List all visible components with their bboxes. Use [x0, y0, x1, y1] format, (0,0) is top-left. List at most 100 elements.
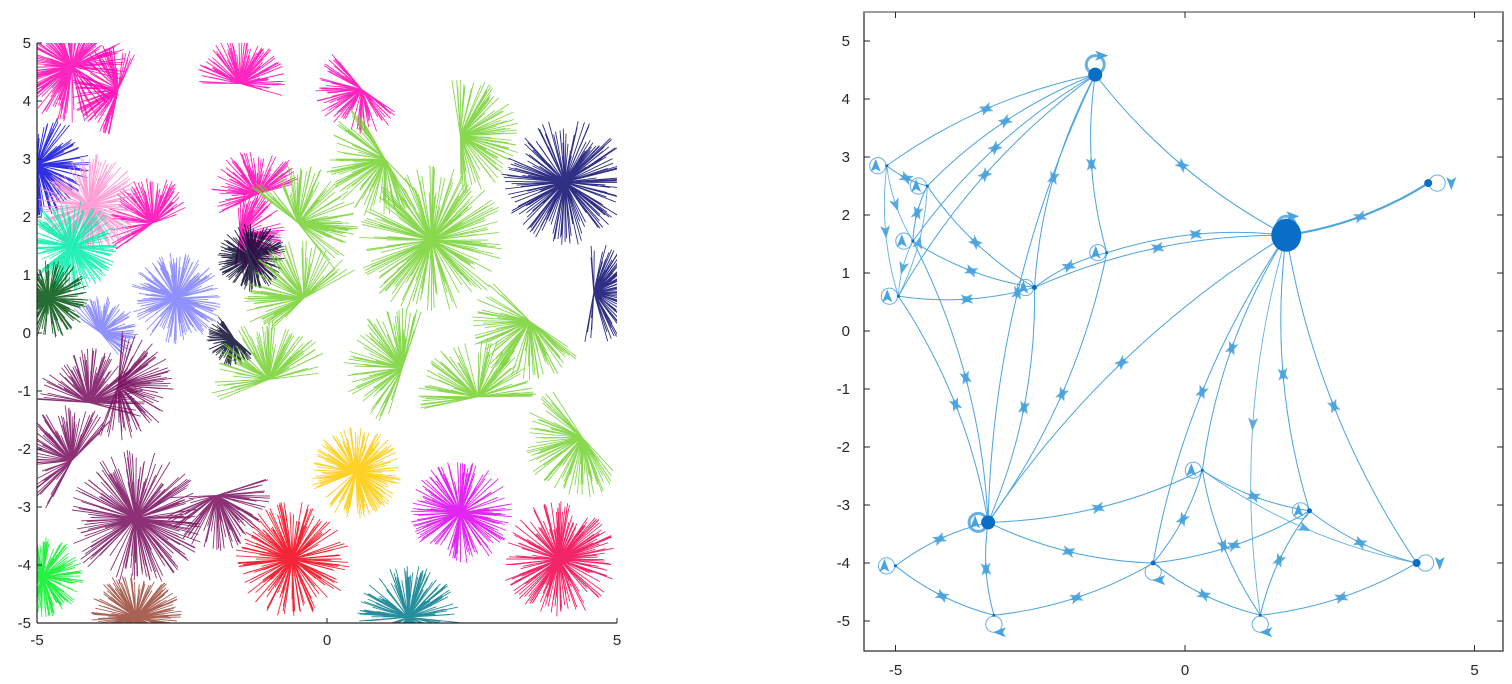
- cluster-star: [37, 200, 118, 292]
- arrowhead-icon: [1020, 400, 1031, 415]
- y-tick-label: -5: [837, 613, 850, 630]
- graph-node: [885, 164, 889, 168]
- graph-node: [1271, 218, 1302, 252]
- y-tick-label: -4: [837, 555, 850, 572]
- arrowhead-icon: [1247, 493, 1262, 504]
- arrowhead-icon: [987, 143, 1001, 156]
- cluster-star: [211, 320, 324, 401]
- arrowhead-icon: [1186, 463, 1197, 477]
- graph-edge: [1260, 562, 1417, 616]
- arrowhead-icon: [1069, 591, 1084, 601]
- graph-node: [1258, 613, 1262, 617]
- cluster-star: [418, 338, 536, 409]
- arrowhead-icon: [880, 225, 891, 239]
- arrowhead-icon: [931, 536, 946, 547]
- y-tick-label: 2: [23, 209, 31, 226]
- cluster-star: [451, 79, 518, 193]
- graph-edge: [987, 74, 1096, 523]
- graph-edge: [1202, 469, 1310, 512]
- graph-node: [1306, 508, 1312, 514]
- graph-edge: [1260, 562, 1417, 616]
- cluster-star: [37, 260, 89, 338]
- arrowhead-icon: [977, 169, 990, 183]
- arrowhead-icon: [1113, 357, 1127, 371]
- graph-edge: [993, 562, 1154, 616]
- y-tick-label: -3: [18, 499, 31, 516]
- graph-node: [992, 613, 996, 617]
- graph-edge: [898, 295, 989, 523]
- cluster-star: [584, 244, 617, 342]
- arrowhead-icon: [911, 179, 922, 192]
- y-tick-label: -3: [837, 497, 850, 514]
- graph-edge: [987, 521, 1154, 564]
- cluster-star: [326, 108, 417, 216]
- arrowhead-icon: [1446, 177, 1457, 191]
- graph-edge: [1202, 469, 1310, 512]
- cluster-star: [73, 296, 138, 359]
- graph-edge: [1152, 235, 1287, 564]
- y-tick-label: -5: [18, 615, 31, 632]
- graph-edge: [987, 252, 1108, 523]
- cluster-star: [91, 573, 182, 623]
- graph-node: [894, 564, 897, 568]
- arrowhead-icon: [899, 174, 914, 186]
- arrowhead-icon: [1091, 501, 1106, 512]
- graph-edge: [988, 469, 1203, 523]
- arrowhead-icon: [882, 289, 893, 303]
- cluster-star: [37, 405, 111, 509]
- graph-edge: [1094, 74, 1287, 236]
- x-tick-label: 0: [1181, 662, 1189, 679]
- graph-edge: [1286, 182, 1429, 237]
- arrowhead-icon: [1220, 539, 1231, 554]
- graph-edge: [1153, 510, 1310, 564]
- cluster-star: [235, 502, 350, 616]
- cluster-star: [71, 450, 201, 584]
- arrowhead-icon: [1259, 627, 1273, 638]
- arrowhead-icon: [1150, 244, 1165, 254]
- arrowhead-icon: [1272, 553, 1283, 568]
- arrowhead-icon: [1197, 591, 1212, 603]
- arrowhead-icon: [1286, 211, 1300, 222]
- cluster-star: [357, 566, 459, 623]
- arrowhead-icon: [997, 117, 1012, 129]
- graph-edge: [912, 74, 1096, 242]
- cluster-star: [211, 152, 299, 214]
- x-tick-label: 5: [1470, 662, 1478, 679]
- arrowhead-icon: [1189, 229, 1203, 240]
- graph-edge: [912, 240, 1035, 288]
- graph-edge: [898, 295, 989, 523]
- y-tick-label: -1: [837, 381, 850, 398]
- graph-node: [896, 294, 900, 298]
- cluster-star: [197, 43, 285, 96]
- graph-node: [1088, 67, 1103, 82]
- cluster-star: [359, 165, 502, 312]
- graph-node: [1412, 559, 1421, 567]
- graph-edge: [895, 565, 995, 616]
- graph-edges: [869, 54, 1446, 633]
- cluster-star: [37, 117, 89, 217]
- graph-node: [925, 184, 929, 188]
- arrowhead-icon: [970, 515, 981, 529]
- x-tick-label: -5: [889, 662, 902, 679]
- graph-edge: [912, 240, 1035, 288]
- arrowhead-icon: [1059, 386, 1070, 401]
- y-tick-label: 0: [23, 325, 31, 342]
- graph-edge: [895, 565, 995, 616]
- cluster-star: [472, 283, 577, 381]
- arrowhead-icon: [889, 197, 899, 212]
- y-tick-label: 5: [842, 33, 850, 50]
- cluster-star: [217, 223, 285, 292]
- y-tick-label: 4: [842, 91, 850, 108]
- cluster-star: [315, 54, 395, 135]
- graph-edge: [988, 469, 1203, 523]
- arrowhead-icon: [1353, 210, 1368, 220]
- graph-edge: [987, 252, 1108, 523]
- y-tick-label: 3: [842, 149, 850, 166]
- arrowhead-icon: [896, 234, 907, 248]
- left-axes: 5 4 3 2 1 0 -1 -2 -3 -4 -5-5 0 5: [18, 35, 622, 649]
- arrowhead-icon: [970, 237, 984, 251]
- x-tick-label: 0: [323, 632, 331, 649]
- graph-edge: [1201, 235, 1287, 471]
- graph-edge: [987, 234, 1287, 523]
- arrowhead-icon: [1061, 548, 1076, 558]
